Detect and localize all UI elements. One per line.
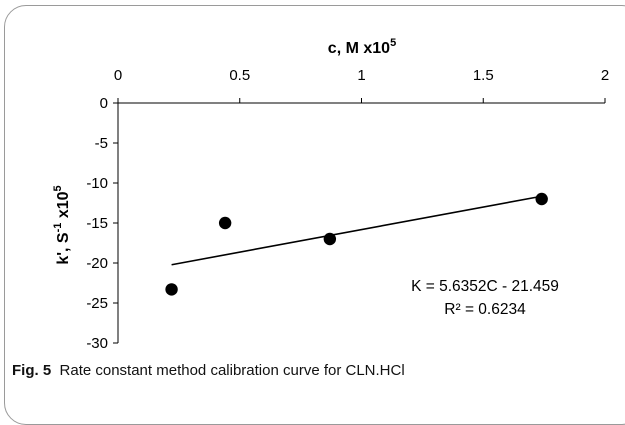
- figure-caption: Fig. 5 Rate constant method calibration …: [12, 362, 405, 379]
- y-tick-label: -25: [86, 295, 108, 312]
- y-tick-label: -10: [86, 175, 108, 192]
- x-tick-label: 2: [601, 67, 609, 84]
- points-group: [165, 192, 548, 296]
- figure-frame: c, M x105 k', S-1 x105 0 0.5 1 1.5 2 0 -5 -10 -1…: [4, 5, 625, 425]
- x-tick-label: 1: [357, 67, 365, 84]
- ticks-group: 0 0.5 1 1.5 2 0 -5 -10 -15 -20 -25 -30: [86, 67, 609, 352]
- y-tick-label: 0: [100, 95, 108, 112]
- figure-label: Fig. 5: [12, 362, 52, 379]
- y-tick-label: -30: [86, 335, 108, 352]
- data-point: [535, 192, 548, 206]
- trendline-equation: K = 5.6352C - 21.459: [411, 278, 559, 295]
- chart-svg: c, M x105 k', S-1 x105 0 0.5 1 1.5 2 0 -5 -10 -1…: [52, 37, 609, 352]
- data-point: [323, 232, 337, 246]
- figure-caption-text: Rate constant method calibration curve f…: [59, 362, 405, 379]
- axes-group: [117, 102, 605, 343]
- trendline-group: [171, 195, 542, 266]
- trendline: [171, 195, 542, 266]
- y-tick-label: -15: [86, 215, 108, 232]
- r-squared-label: R² = 0.6234: [444, 301, 526, 318]
- y-tick-label: -20: [86, 255, 108, 272]
- y-axis-title: k', S-1 x105: [52, 185, 72, 264]
- data-point: [218, 216, 232, 230]
- x-tick-label: 1.5: [473, 67, 494, 84]
- data-point: [165, 283, 178, 296]
- y-tick-label: -5: [95, 135, 108, 152]
- x-tick-label: 0: [114, 67, 122, 84]
- x-tick-label: 0.5: [229, 67, 250, 84]
- x-axis-title: c, M x105: [328, 37, 396, 57]
